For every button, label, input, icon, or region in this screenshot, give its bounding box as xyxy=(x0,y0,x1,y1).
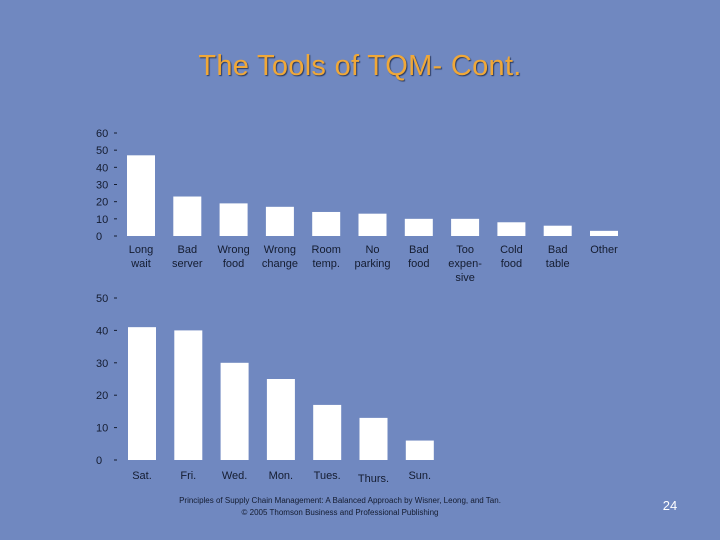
chart2-category-label: Sun. xyxy=(408,470,431,482)
chart2-bar xyxy=(266,379,295,460)
chart1-bar xyxy=(497,222,526,236)
chart1-y-tick-label: 50 xyxy=(96,145,108,157)
chart1-y-tick-label: 10 xyxy=(96,214,108,226)
chart2-category-label: Mon. xyxy=(269,470,293,482)
chart1-category-label: server xyxy=(172,258,203,270)
chart1-category-label: food xyxy=(408,258,429,270)
chart2-y-tick-label: 20 xyxy=(96,390,108,402)
chart1-category-label: food xyxy=(501,258,522,270)
chart1-bar xyxy=(590,230,618,236)
chart1-bar xyxy=(265,206,294,236)
chart2-bar xyxy=(359,417,388,460)
chart1-category-label: change xyxy=(262,258,298,270)
chart1-y-tick-label: 20 xyxy=(96,197,108,209)
chart2-bar xyxy=(313,404,342,460)
chart2-category-label: Thurs. xyxy=(358,473,389,485)
chart1-bar xyxy=(404,218,433,236)
chart2-bar xyxy=(220,362,249,460)
chart2-category-label: Sat. xyxy=(132,470,152,482)
chart1-category-label: table xyxy=(546,258,570,270)
chart1-y-tick-label: 30 xyxy=(96,180,108,192)
chart2-category-label: Fri. xyxy=(180,470,196,482)
chart1-bar xyxy=(543,225,572,236)
chart1-bar xyxy=(219,203,248,236)
footer-citation: Principles of Supply Chain Management: A… xyxy=(130,495,550,519)
chart2-y-tick-label: 30 xyxy=(96,358,108,370)
chart1-category-label: temp. xyxy=(312,258,340,270)
chart1-bar xyxy=(451,218,480,236)
chart1-bar xyxy=(127,155,155,236)
chart1-category-label: Wrong xyxy=(264,244,296,256)
chart1-category-label: food xyxy=(223,258,244,270)
chart2-category-label: Tues. xyxy=(314,470,341,482)
chart1-y-tick-label: 60 xyxy=(96,128,108,140)
chart1-bar xyxy=(358,213,387,236)
chart2-category-label: Wed. xyxy=(222,470,247,482)
slide-title: The Tools of TQM- Cont. xyxy=(198,50,522,82)
chart1-category-label: Cold xyxy=(500,244,523,256)
chart2-bar xyxy=(128,327,156,460)
chart1-category-label: Bad xyxy=(548,244,568,256)
chart1-category-label: Room xyxy=(312,244,341,256)
chart1-category-label: expen- xyxy=(448,258,482,270)
chart1-category-label: No xyxy=(365,244,379,256)
chart1-category-label: Bad xyxy=(409,244,429,256)
chart2-bar xyxy=(174,330,203,460)
chart1-category-label: wait xyxy=(130,258,151,270)
chart1-category-label: Long xyxy=(129,244,153,256)
chart2-y-tick-label: 10 xyxy=(96,423,108,435)
chart1-category-label: parking xyxy=(354,258,390,270)
footer-line-1: Principles of Supply Chain Management: A… xyxy=(179,496,501,505)
chart2-y-tick-label: 50 xyxy=(96,293,108,305)
chart2-y-tick-label: 0 xyxy=(96,455,102,467)
chart1-category-label: Bad xyxy=(178,244,198,256)
chart2-y-tick-label: 40 xyxy=(96,325,108,337)
chart1-y-tick-label: 40 xyxy=(96,162,108,174)
chart1-y-tick-label: 0 xyxy=(96,231,102,243)
chart1-category-label: Wrong xyxy=(217,244,249,256)
chart1-category-label: sive xyxy=(455,272,475,284)
chart1-bar xyxy=(173,196,202,236)
page-number: 24 xyxy=(662,498,678,513)
footer-line-2: © 2005 Thomson Business and Professional… xyxy=(241,508,439,517)
chart1-bar xyxy=(312,211,341,236)
chart2-bar xyxy=(405,440,434,460)
chart1-category-label: Too xyxy=(456,244,474,256)
chart1-category-label: Other xyxy=(590,244,618,256)
